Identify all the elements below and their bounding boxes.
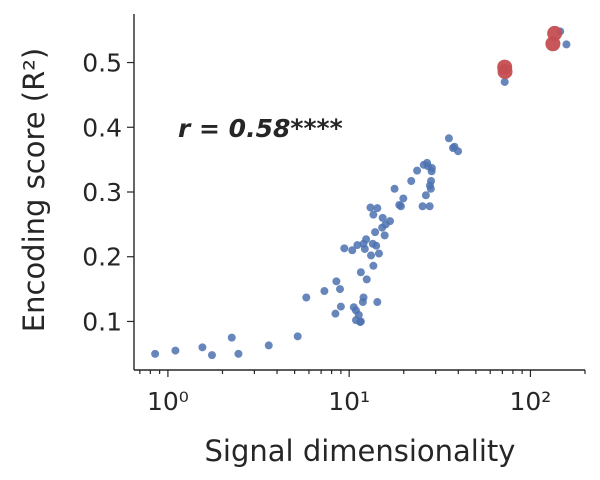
data-point: [386, 217, 395, 226]
data-point: [151, 349, 160, 358]
y-tick-label: 0.3: [82, 178, 122, 207]
data-point: [340, 244, 349, 253]
x-axis-title: Signal dimensionality: [205, 434, 516, 468]
y-tick-label: 0.4: [82, 113, 122, 142]
data-point: [390, 184, 399, 193]
data-point: [362, 275, 371, 284]
highlight-point: [547, 25, 563, 41]
data-point: [500, 77, 509, 86]
data-point: [336, 302, 345, 311]
data-point: [399, 194, 408, 203]
data-point: [562, 40, 571, 49]
highlight-point: [497, 64, 513, 80]
points-layer: [151, 25, 571, 360]
x-tick-label: 10²: [510, 387, 552, 416]
data-point: [234, 349, 243, 358]
data-point: [356, 268, 365, 277]
y-tick-label: 0.2: [82, 243, 122, 272]
data-point: [264, 341, 273, 350]
x-tick-label: 10¹: [328, 387, 370, 416]
data-point: [374, 249, 383, 258]
data-point: [356, 317, 365, 326]
data-point: [362, 235, 371, 244]
data-point: [335, 285, 344, 294]
data-point: [348, 246, 357, 255]
data-point: [418, 202, 427, 211]
data-point: [444, 134, 453, 143]
data-point: [454, 147, 463, 156]
data-point: [293, 332, 302, 341]
data-point: [371, 228, 380, 237]
data-point: [413, 166, 422, 175]
data-point: [369, 210, 378, 219]
y-tick-label: 0.5: [82, 49, 122, 78]
ticks-layer: 0.1 0.2 0.3 0.4 0.5 10⁰ 10¹ 10²: [82, 49, 586, 416]
y-tick-label: 0.1: [82, 307, 122, 336]
data-point: [427, 164, 436, 173]
data-point: [359, 293, 368, 302]
data-point: [302, 293, 311, 302]
data-point: [207, 351, 216, 360]
data-point: [366, 203, 375, 212]
data-point: [354, 310, 363, 319]
data-point: [369, 261, 378, 270]
data-point: [320, 287, 329, 296]
data-point: [227, 333, 236, 342]
data-point: [427, 176, 436, 185]
data-point: [198, 343, 207, 352]
x-tick-label: 10⁰: [147, 387, 189, 416]
data-point: [332, 277, 341, 286]
data-point: [378, 213, 387, 222]
data-point: [353, 241, 362, 250]
data-point: [421, 191, 430, 200]
data-point: [171, 346, 180, 355]
data-point: [380, 231, 389, 240]
data-point: [373, 204, 382, 213]
data-point: [331, 309, 340, 318]
data-point: [425, 202, 434, 211]
data-point: [372, 241, 381, 250]
data-point: [407, 176, 416, 185]
data-point: [396, 202, 405, 211]
data-point: [367, 251, 376, 260]
data-point: [360, 244, 369, 253]
y-axis-title: Encoding score (R²): [17, 48, 51, 332]
data-point: [426, 184, 435, 193]
data-point: [373, 298, 382, 307]
correlation-annotation: r = 0.58****: [178, 114, 343, 143]
